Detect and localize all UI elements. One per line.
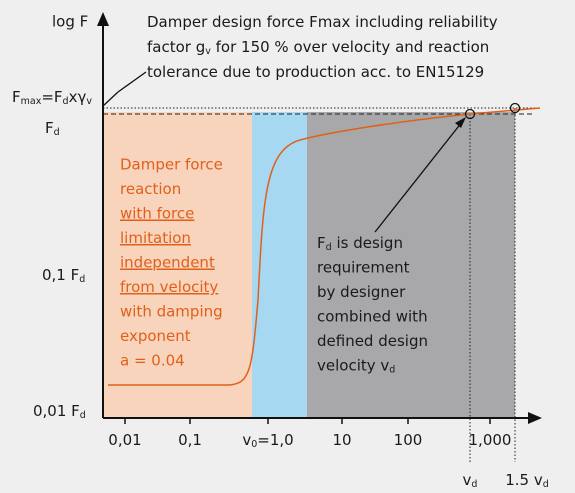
fmax-pointer — [102, 91, 119, 107]
force-curve — [108, 107, 541, 386]
subscript: 0 — [251, 439, 257, 450]
description-line: tolerance due to production acc. to EN15… — [147, 63, 484, 81]
text-part: 0,1 F — [42, 266, 79, 284]
orange-text-line: Damper force — [120, 156, 223, 174]
description-line: factor gv for 150 % over velocity and re… — [147, 38, 489, 57]
y-arrow — [97, 12, 109, 26]
subscript: d — [326, 242, 332, 253]
text-part: 0,01 F — [33, 402, 80, 420]
orange-text-line: with force — [120, 205, 194, 223]
subscript: d — [471, 479, 477, 490]
x-label: 0,01 — [108, 431, 141, 449]
subscript: max — [21, 96, 42, 107]
desc-pointer — [117, 71, 147, 93]
gray-text-line: requirement — [317, 258, 410, 276]
blue-region — [252, 112, 307, 418]
text-part: 100 — [394, 431, 423, 449]
x-arrow — [528, 412, 542, 424]
subscript: d — [63, 96, 69, 107]
subscript: d — [389, 364, 395, 375]
text-part: defined design — [317, 332, 428, 350]
description-line: Damper design force Fmax including relia… — [147, 13, 498, 31]
text-part: Damper design force Fmax including relia… — [147, 13, 498, 31]
y-axis-label: log F — [52, 13, 88, 31]
x-label: vd — [463, 471, 478, 490]
orange-text-line: a = 0.04 — [120, 352, 185, 370]
text-part: F — [45, 119, 54, 137]
text-part: 0,01 — [108, 431, 141, 449]
subscript: v — [86, 96, 92, 107]
gray-text-line: Fd is design — [317, 234, 403, 253]
y-label: 0,01 Fd — [33, 402, 86, 421]
text-part: F — [12, 88, 21, 106]
text-part: v — [463, 471, 472, 489]
orange-text-line: reaction — [120, 180, 181, 198]
text-part: 10 — [332, 431, 351, 449]
text-part: is design — [332, 234, 403, 252]
point-vd15 — [509, 102, 521, 114]
y-label: 0,1 Fd — [42, 266, 85, 285]
subscript: d — [54, 127, 60, 138]
text-part: =1,0 — [257, 431, 293, 449]
orange-region — [103, 112, 252, 418]
gray-region — [307, 112, 515, 418]
y-label: Fmax=Fdxγv — [12, 88, 92, 107]
pointer-line — [374, 121, 463, 233]
x-label: 0,1 — [178, 431, 202, 449]
x-label: 10 — [332, 431, 351, 449]
x-label: v0=1,0 — [242, 431, 293, 450]
point-vd — [464, 108, 476, 120]
text-part: xγ — [69, 88, 87, 106]
text-part: combined with — [317, 307, 428, 325]
x-label: 1.5 vd — [505, 471, 549, 490]
orange-text-line: with damping — [120, 303, 223, 321]
text-part: factor g — [147, 38, 205, 56]
text-part: v — [242, 431, 251, 449]
x-label: 1,000 — [469, 431, 512, 449]
x-label: 100 — [394, 431, 423, 449]
orange-text-line: limitation — [120, 229, 191, 247]
text-part: tolerance due to production acc. to EN15… — [147, 63, 484, 81]
text-part: for 150 % over velocity and reaction — [211, 38, 489, 56]
text-part: 0,1 — [178, 431, 202, 449]
text-part: 1,000 — [469, 431, 512, 449]
text-part: =F — [41, 88, 62, 106]
subscript: d — [543, 479, 549, 490]
orange-text-line: independent — [120, 254, 215, 272]
subscript: v — [205, 46, 211, 57]
text-part: velocity v — [317, 356, 389, 374]
gray-text-line: by designer — [317, 283, 406, 301]
subscript: d — [80, 410, 86, 421]
text-part: requirement — [317, 258, 410, 276]
text-part: by designer — [317, 283, 406, 301]
orange-text-line: exponent — [120, 327, 191, 345]
gray-text-line: combined with — [317, 307, 428, 325]
text-part: 1.5 v — [505, 471, 543, 489]
y-label: Fd — [45, 119, 60, 138]
gray-text-line: defined design — [317, 332, 428, 350]
subscript: d — [79, 274, 85, 285]
pointer-arrow — [455, 117, 466, 128]
text-part: F — [317, 234, 326, 252]
orange-text-line: from velocity — [120, 278, 218, 296]
x-ticks — [124, 418, 491, 424]
gray-text-line: velocity vd — [317, 356, 395, 375]
